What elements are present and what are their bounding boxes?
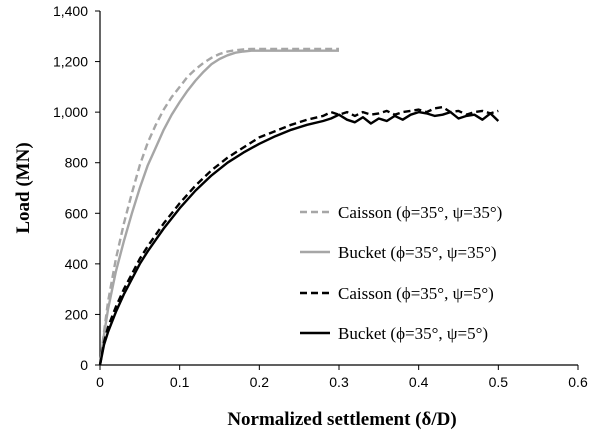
x-tick-label: 0.5 (489, 374, 509, 390)
y-tick-label: 400 (65, 256, 89, 272)
x-tick-label: 0.2 (250, 374, 270, 390)
y-tick-label: 800 (65, 155, 89, 171)
x-tick-label: 0.6 (568, 374, 588, 390)
legend-label-1: Caisson (ϕ=35°, ψ=35°) (338, 203, 502, 222)
y-tick-label: 1,400 (53, 3, 88, 19)
y-tick-label: 600 (65, 205, 89, 221)
axes: 0 200 400 600 800 1,000 1,200 1,400 0 0.1 0.2 0.3 0.… (53, 3, 588, 390)
y-tick-label: 200 (65, 306, 89, 322)
legend-label-2: Bucket (ϕ=35°, ψ=35°) (338, 243, 497, 262)
x-tick-label: 0 (96, 374, 104, 390)
legend-label-3: Caisson (ϕ=35°, ψ=5°) (338, 284, 494, 303)
series-line-1 (98, 47, 339, 366)
series-line-3 (98, 105, 499, 366)
series-line-4 (98, 110, 500, 366)
series-layer (98, 47, 500, 366)
series-line-2 (98, 49, 339, 366)
x-tick-label: 0.1 (170, 374, 190, 390)
y-tick-label: 1,200 (53, 54, 88, 70)
y-axis-title: Load (MN) (13, 142, 34, 233)
legend: Caisson (ϕ=35°, ψ=35°) Bucket (ϕ=35°, ψ=3… (300, 203, 502, 343)
y-tick-label: 0 (80, 357, 88, 373)
y-tick-label: 1,000 (53, 104, 88, 120)
legend-label-4: Bucket (ϕ=35°, ψ=5°) (338, 324, 488, 343)
x-axis-title: Normalized settlement (δ/D) (227, 409, 456, 430)
x-tick-label: 0.3 (329, 374, 349, 390)
x-tick-label: 0.4 (409, 374, 429, 390)
